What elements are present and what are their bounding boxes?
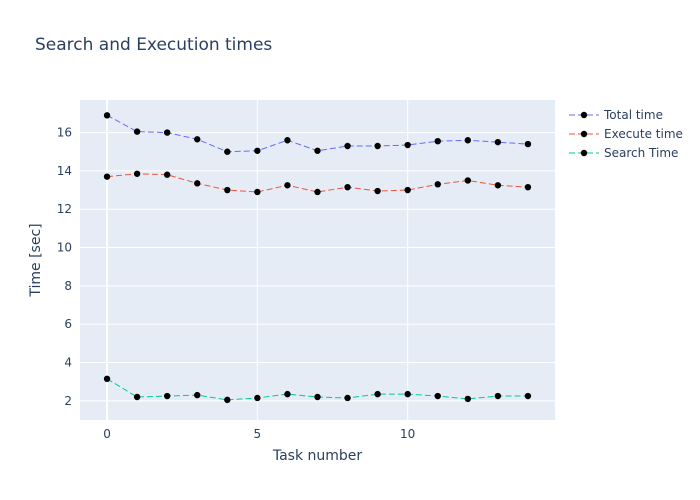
data-point (254, 188, 261, 196)
data-point (103, 112, 111, 119)
series-layer (103, 112, 532, 404)
data-point (344, 183, 351, 191)
data-point (494, 138, 502, 146)
data-point (464, 137, 472, 144)
y-tick-label: 8 (64, 279, 72, 293)
data-point (163, 171, 171, 178)
y-tick-label: 6 (64, 317, 72, 331)
data-point (194, 180, 201, 187)
data-point (344, 142, 351, 150)
series-execute-time (103, 170, 532, 196)
y-gridlines (80, 132, 555, 402)
data-point (284, 182, 291, 189)
y-tick-label: 4 (64, 356, 72, 370)
data-point (284, 137, 291, 144)
data-point (163, 392, 171, 400)
data-point (434, 392, 441, 400)
data-point (224, 186, 231, 194)
data-point (344, 394, 351, 402)
data-point (133, 170, 141, 177)
data-point (194, 136, 201, 143)
x-tick-label: 5 (254, 427, 262, 441)
legend-marker (580, 130, 588, 138)
y-tick-label: 16 (57, 126, 72, 140)
series-line (107, 173, 528, 193)
data-point (103, 173, 111, 180)
chart-title: Search and Execution times (35, 35, 272, 55)
y-tick-label: 10 (57, 241, 72, 255)
data-point (314, 188, 321, 196)
data-point (494, 392, 502, 400)
legend: Total time Execute time Search Time (569, 108, 683, 160)
data-point (464, 395, 472, 403)
data-point (464, 177, 472, 184)
x-axis-title: Task number (272, 448, 363, 464)
legend-item: Total time (569, 108, 663, 122)
legend-marker (580, 149, 588, 157)
data-point (404, 390, 411, 398)
y-tick-labels: 2 4 6 8 10 12 14 16 (57, 126, 72, 408)
data-point (374, 390, 381, 398)
data-point (224, 396, 231, 404)
data-point (434, 137, 441, 145)
data-point (194, 391, 201, 399)
legend-item: Search Time (569, 146, 678, 160)
data-point (284, 390, 291, 398)
data-point (133, 393, 141, 401)
data-point (254, 147, 261, 154)
series-total-time (103, 112, 532, 155)
y-tick-label: 12 (57, 202, 72, 216)
legend-label: Total time (603, 108, 663, 122)
x-tick-labels: 0 5 10 (103, 427, 415, 441)
legend-marker (580, 111, 588, 119)
data-point (524, 392, 532, 400)
y-axis-title: Time [sec] (28, 223, 44, 297)
data-point (524, 140, 532, 148)
data-point (163, 129, 171, 136)
data-point (434, 181, 441, 188)
x-tick-label: 10 (400, 427, 415, 441)
series-search-time (103, 375, 532, 404)
data-point (254, 394, 261, 402)
y-tick-label: 2 (64, 394, 72, 408)
data-point (314, 147, 321, 154)
data-point (224, 148, 231, 155)
legend-label: Execute time (604, 127, 683, 141)
data-point (314, 393, 321, 401)
x-tick-label: 0 (103, 427, 111, 441)
data-point (374, 142, 381, 150)
data-point (494, 182, 502, 189)
data-point (524, 183, 532, 191)
legend-item: Execute time (569, 127, 683, 141)
data-point (404, 141, 411, 149)
legend-label: Search Time (604, 146, 678, 160)
data-point (404, 186, 411, 194)
data-point (133, 128, 141, 135)
data-point (374, 187, 381, 195)
data-point (103, 375, 111, 383)
y-tick-label: 14 (57, 164, 72, 178)
